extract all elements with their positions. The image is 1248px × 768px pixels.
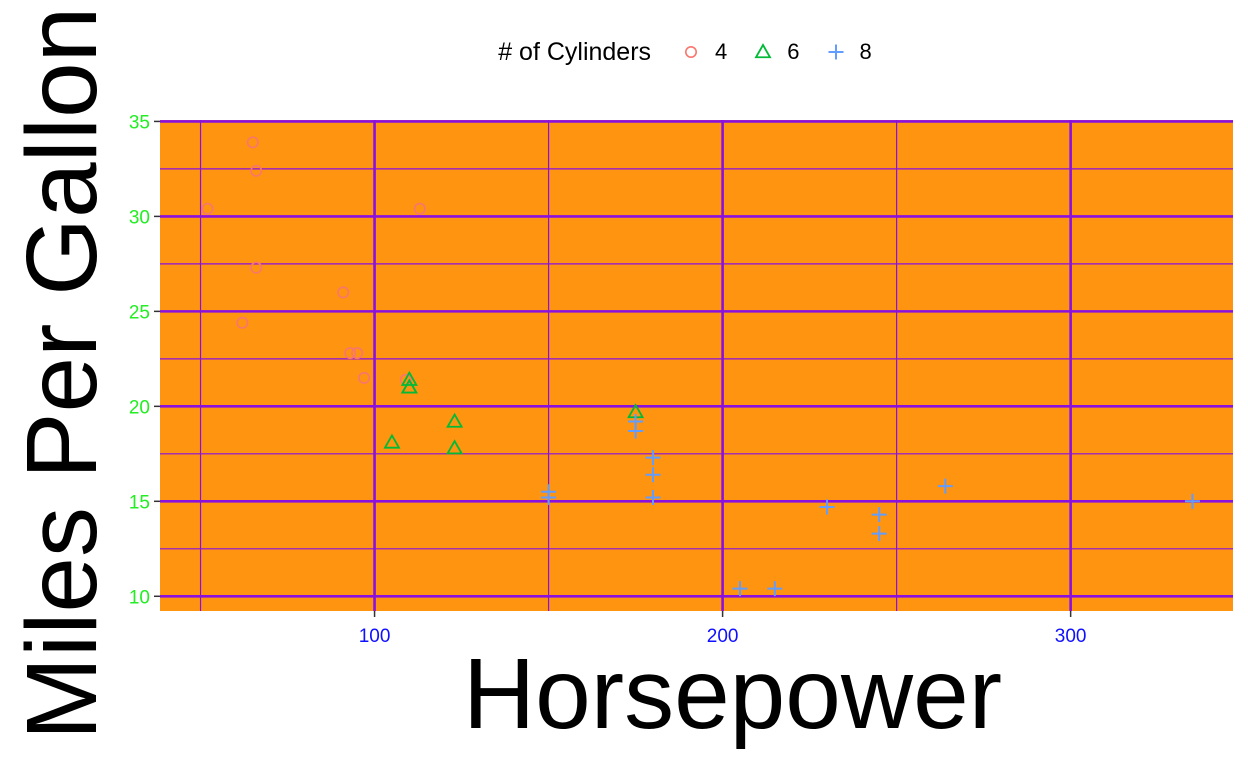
point-cyl-4 xyxy=(250,164,263,177)
point-cyl-4 xyxy=(358,371,371,384)
legend-marker-8 xyxy=(828,44,844,60)
legend-triangle-icon xyxy=(754,43,772,59)
point-cyl-4 xyxy=(337,286,350,299)
point-cyl-8 xyxy=(645,467,661,483)
y-axis-label: Miles Per Gallon xyxy=(6,7,118,741)
point-cyl-4 xyxy=(250,261,263,274)
y-tick-label: 30 xyxy=(129,207,150,228)
point-cyl-4 xyxy=(201,202,214,215)
point-cyl-8 xyxy=(541,490,557,506)
x-tick-label: 300 xyxy=(1055,626,1087,647)
x-axis-ticks: 100 200 300 xyxy=(359,611,1087,647)
y-tick-label: 15 xyxy=(129,492,150,513)
point-cyl-8 xyxy=(871,526,887,542)
point-cyl-6 xyxy=(446,412,464,428)
legend-plus-icon xyxy=(828,44,844,60)
legend-label-8: 8 xyxy=(859,39,872,64)
legend-circle-icon xyxy=(685,46,698,58)
point-cyl-6 xyxy=(400,370,418,386)
y-tick-label: 35 xyxy=(129,112,150,133)
point-cyl-8 xyxy=(645,450,661,466)
data-points xyxy=(201,136,1200,597)
legend-label-4: 4 xyxy=(715,39,728,64)
y-tick-label: 10 xyxy=(129,587,150,608)
x-axis-label: Horsepower xyxy=(463,638,1002,750)
point-cyl-8 xyxy=(732,581,748,597)
point-cyl-6 xyxy=(400,378,418,394)
plot-panel xyxy=(160,120,1233,611)
legend-title: # of Cylinders xyxy=(498,37,652,66)
legend-marker-4 xyxy=(685,46,698,58)
x-tick-label: 100 xyxy=(359,626,391,647)
point-cyl-4 xyxy=(344,347,357,360)
legend-item-4: 4 xyxy=(675,36,727,68)
y-axis-ticks: 10 15 20 25 30 35 xyxy=(129,112,160,608)
point-cyl-6 xyxy=(383,433,401,449)
y-tick-label: 20 xyxy=(129,397,150,418)
point-cyl-8 xyxy=(871,507,887,523)
point-cyl-8 xyxy=(819,499,835,515)
point-cyl-4 xyxy=(246,136,259,149)
x-tick-label: 200 xyxy=(707,626,739,647)
y-tick-label: 25 xyxy=(129,302,150,323)
legend-item-6: 6 xyxy=(747,36,800,68)
legend: # of Cylinders 4 6 8 xyxy=(0,36,1248,68)
legend-label-6: 6 xyxy=(787,39,800,64)
point-cyl-8 xyxy=(628,414,644,430)
grid-lines xyxy=(160,120,1233,611)
point-cyl-6 xyxy=(446,439,464,455)
point-cyl-4 xyxy=(413,202,426,215)
point-cyl-8 xyxy=(645,490,661,506)
legend-item-8: 8 xyxy=(820,36,872,68)
point-cyl-8 xyxy=(937,478,953,494)
point-cyl-8 xyxy=(767,581,783,597)
point-cyl-8 xyxy=(1184,493,1200,509)
legend-marker-6 xyxy=(754,43,772,59)
point-cyl-4 xyxy=(236,316,249,329)
point-cyl-4 xyxy=(351,347,364,360)
